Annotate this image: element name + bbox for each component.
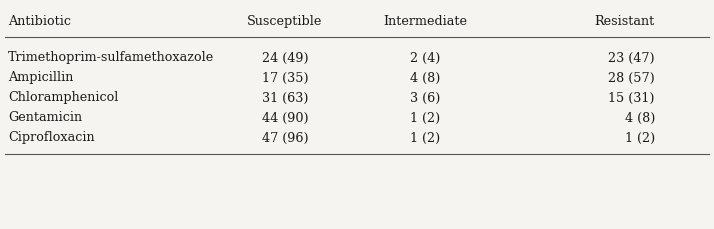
Text: 24 (49): 24 (49) [262, 51, 308, 64]
Text: Chloramphenicol: Chloramphenicol [8, 91, 119, 104]
Text: Susceptible: Susceptible [247, 15, 323, 28]
Text: 23 (47): 23 (47) [608, 51, 655, 64]
Text: 44 (90): 44 (90) [262, 111, 308, 124]
Text: 2 (4): 2 (4) [410, 51, 441, 64]
Text: Ciprofloxacin: Ciprofloxacin [8, 131, 95, 144]
Text: 1 (2): 1 (2) [410, 131, 440, 144]
Text: 1 (2): 1 (2) [410, 111, 440, 124]
Text: 17 (35): 17 (35) [262, 71, 308, 84]
Text: Gentamicin: Gentamicin [8, 111, 82, 124]
Text: 15 (31): 15 (31) [608, 91, 655, 104]
Text: 31 (63): 31 (63) [262, 91, 308, 104]
Text: 4 (8): 4 (8) [625, 111, 655, 124]
Text: 3 (6): 3 (6) [410, 91, 441, 104]
Text: 47 (96): 47 (96) [262, 131, 308, 144]
Text: Resistant: Resistant [595, 15, 655, 28]
Text: Ampicillin: Ampicillin [8, 71, 74, 84]
Text: 4 (8): 4 (8) [410, 71, 441, 84]
Text: Intermediate: Intermediate [383, 15, 467, 28]
Text: 28 (57): 28 (57) [608, 71, 655, 84]
Text: Antibiotic: Antibiotic [8, 15, 71, 28]
Text: Trimethoprim-sulfamethoxazole: Trimethoprim-sulfamethoxazole [8, 51, 214, 64]
Text: 1 (2): 1 (2) [625, 131, 655, 144]
